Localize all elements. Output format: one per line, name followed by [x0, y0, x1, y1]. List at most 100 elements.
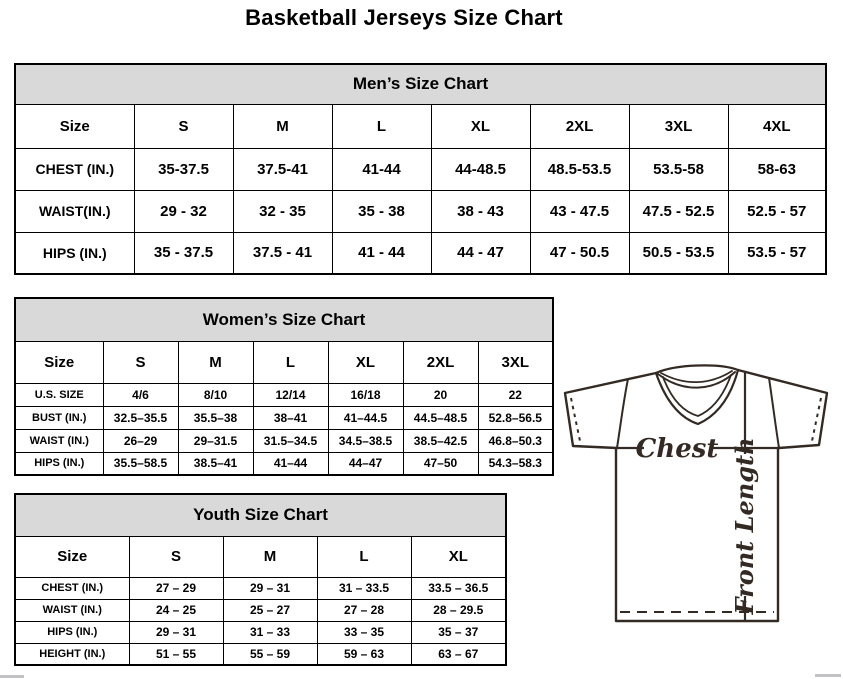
measurement-row: HIPS (IN.) 29 – 31 31 – 33 33 – 35 35 – 37 [14, 620, 507, 644]
measurement-row: HEIGHT (IN.) 51 – 55 55 – 59 59 – 63 63 – 67 [14, 642, 507, 666]
measurement-row: HIPS (IN.) 35 - 37.5 37.5 - 41 41 - 44 44 - … [14, 231, 827, 275]
measurement-value-cell: 38–41 [252, 405, 329, 430]
size-column-header: 4XL [727, 103, 827, 149]
measurement-value-cell: 44-48.5 [430, 147, 531, 191]
page-title: Basketball Jerseys Size Chart [245, 5, 563, 30]
measurement-value-cell: 58-63 [727, 147, 827, 191]
size-column-header: 3XL [477, 340, 554, 384]
measurement-value-cell: 4/6 [102, 382, 179, 407]
measurement-row-label: HIPS (IN.) [14, 451, 104, 476]
mens-size-table: Men’s Size Chart Size S M L XL 2XL 3XL 4XL CHES… [14, 63, 828, 275]
youth-table-title-row: Youth Size Chart [14, 493, 507, 537]
womens-table-title: Women’s Size Chart [14, 297, 554, 342]
size-column-header: L [331, 103, 432, 149]
measurement-value-cell: 47 - 50.5 [529, 231, 630, 275]
measurement-value-cell: 29 – 31 [128, 620, 224, 644]
jersey-measurement-diagram: Chest Front Length [563, 364, 829, 623]
measurement-value-cell: 33.5 – 36.5 [410, 576, 507, 600]
size-column-header: L [252, 340, 329, 384]
measurement-lines [616, 372, 778, 621]
measurement-row-label: HIPS (IN.) [14, 620, 130, 644]
measurement-value-cell: 22 [477, 382, 554, 407]
measurement-value-cell: 35 - 37.5 [133, 231, 234, 275]
size-column-header: M [232, 103, 333, 149]
measurement-value-cell: 27 – 28 [316, 598, 412, 622]
size-column-header: 3XL [628, 103, 729, 149]
youth-size-table: Youth Size Chart Size S M L XL CHEST (IN.) 27… [14, 493, 508, 666]
scrollbar-fragment-right[interactable] [815, 674, 841, 677]
measurement-value-cell: 44.5–48.5 [402, 405, 479, 430]
womens-size-table: Women’s Size Chart Size S M L XL 2XL 3XL U.S. … [14, 297, 555, 476]
chest-label: Chest [636, 434, 719, 464]
scrollbar-fragment-left[interactable] [0, 675, 24, 678]
measurement-value-cell: 48.5-53.5 [529, 147, 630, 191]
measurement-value-cell: 63 – 67 [410, 642, 507, 666]
measurement-row-label: WAIST (IN.) [14, 598, 130, 622]
measurement-value-cell: 47–50 [402, 451, 479, 476]
measurement-value-cell: 35.5–58.5 [102, 451, 179, 476]
size-column-header: 2XL [529, 103, 630, 149]
size-column-header: L [316, 535, 412, 578]
measurement-row: CHEST (IN.) 35-37.5 37.5-41 41-44 44-48.5 48.… [14, 147, 827, 191]
measurement-value-cell: 29 – 31 [222, 576, 318, 600]
measurement-row: CHEST (IN.) 27 – 29 29 – 31 31 – 33.5 33.5 –… [14, 576, 507, 600]
measurement-row: HIPS (IN.) 35.5–58.5 38.5–41 41–44 44–47 47–5… [14, 451, 554, 476]
measurement-value-cell: 31 – 33 [222, 620, 318, 644]
measurement-value-cell: 41–44.5 [327, 405, 404, 430]
measurement-value-cell: 29–31.5 [177, 428, 254, 453]
size-column-header: 2XL [402, 340, 479, 384]
measurement-value-cell: 32.5–35.5 [102, 405, 179, 430]
measurement-value-cell: 47.5 - 52.5 [628, 189, 729, 233]
measurement-value-cell: 46.8–50.3 [477, 428, 554, 453]
size-column-label: Size [14, 340, 104, 384]
size-column-header: XL [430, 103, 531, 149]
measurement-value-cell: 38 - 43 [430, 189, 531, 233]
measurement-value-cell: 41-44 [331, 147, 432, 191]
mens-table-title-row: Men’s Size Chart [14, 63, 827, 105]
measurement-value-cell: 33 – 35 [316, 620, 412, 644]
jersey-outline [563, 364, 829, 623]
measurement-value-cell: 25 – 27 [222, 598, 318, 622]
measurement-row-label: WAIST(IN.) [14, 189, 135, 233]
size-column-header: S [102, 340, 179, 384]
measurement-value-cell: 44–47 [327, 451, 404, 476]
size-column-header: M [222, 535, 318, 578]
size-column-header: XL [327, 340, 404, 384]
measurement-value-cell: 55 – 59 [222, 642, 318, 666]
measurement-value-cell: 24 – 25 [128, 598, 224, 622]
measurement-value-cell: 53.5 - 57 [727, 231, 827, 275]
measurement-value-cell: 37.5-41 [232, 147, 333, 191]
measurement-value-cell: 41 - 44 [331, 231, 432, 275]
size-column-header: XL [410, 535, 507, 578]
front-length-label: Front Length [730, 437, 759, 615]
measurement-value-cell: 35 – 37 [410, 620, 507, 644]
measurement-value-cell: 50.5 - 53.5 [628, 231, 729, 275]
measurement-value-cell: 53.5-58 [628, 147, 729, 191]
measurement-value-cell: 38.5–41 [177, 451, 254, 476]
size-column-label: Size [14, 535, 130, 578]
mens-size-header-row: Size S M L XL 2XL 3XL 4XL [14, 103, 827, 149]
measurement-row-label: WAIST (IN.) [14, 428, 104, 453]
measurement-value-cell: 52.5 - 57 [727, 189, 827, 233]
measurement-value-cell: 12/14 [252, 382, 329, 407]
measurement-value-cell: 31 – 33.5 [316, 576, 412, 600]
measurement-value-cell: 52.8–56.5 [477, 405, 554, 430]
size-column-header: M [177, 340, 254, 384]
measurement-value-cell: 43 - 47.5 [529, 189, 630, 233]
measurement-value-cell: 16/18 [327, 382, 404, 407]
measurement-value-cell: 31.5–34.5 [252, 428, 329, 453]
measurement-value-cell: 35 - 38 [331, 189, 432, 233]
measurement-row-label: HIPS (IN.) [14, 231, 135, 275]
measurement-value-cell: 20 [402, 382, 479, 407]
measurement-value-cell: 59 – 63 [316, 642, 412, 666]
measurement-value-cell: 34.5–38.5 [327, 428, 404, 453]
measurement-value-cell: 38.5–42.5 [402, 428, 479, 453]
womens-table-title-row: Women’s Size Chart [14, 297, 554, 342]
measurement-row-label: HEIGHT (IN.) [14, 642, 130, 666]
jersey-seam-dashes [570, 397, 822, 613]
mens-table-title: Men’s Size Chart [14, 63, 827, 105]
youth-table-title: Youth Size Chart [14, 493, 507, 537]
measurement-value-cell: 44 - 47 [430, 231, 531, 275]
measurement-row: U.S. SIZE 4/6 8/10 12/14 16/18 20 22 [14, 382, 554, 407]
